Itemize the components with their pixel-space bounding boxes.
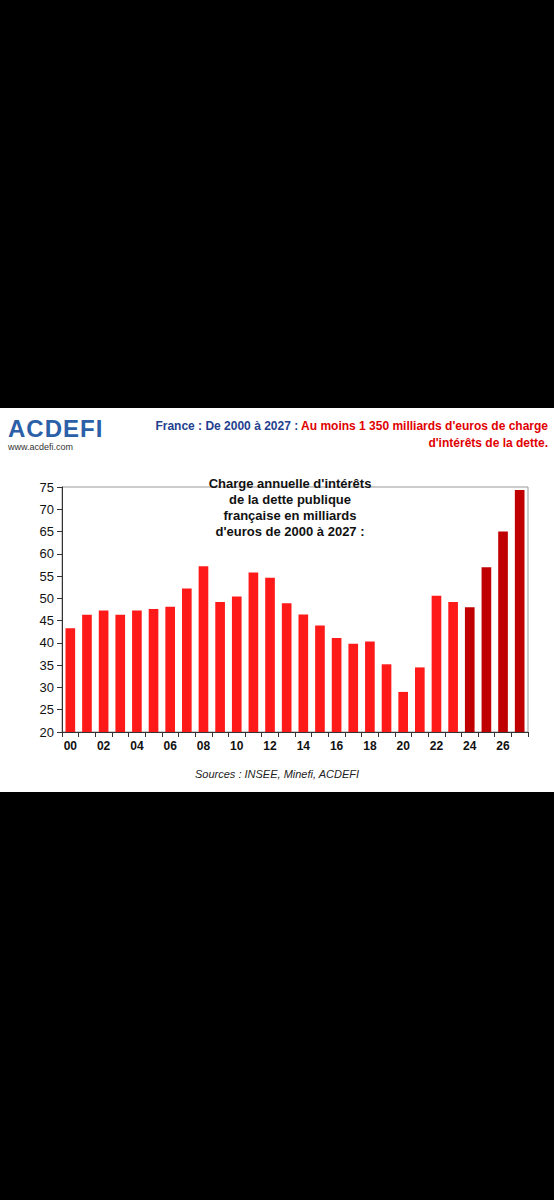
svg-text:22: 22: [430, 739, 444, 753]
html-text:France : De 2000 à 2027 : Au m: France : De 2000 à 2027 : Au moins 1 350…: [155, 419, 548, 450]
svg-text:de la dette publique: de la dette publique: [229, 492, 351, 507]
html-text:ACDEFI: ACDEFI: [8, 415, 104, 442]
svg-text:26: 26: [496, 739, 510, 753]
svg-text:16: 16: [330, 739, 344, 753]
svg-text:04: 04: [130, 739, 144, 753]
svg-text:10: 10: [230, 739, 244, 753]
svg-text:40: 40: [40, 635, 54, 650]
svg-text:70: 70: [40, 502, 54, 517]
svg-text:20: 20: [40, 725, 54, 740]
svg-text:30: 30: [40, 680, 54, 695]
svg-text:20: 20: [396, 739, 410, 753]
svg-text:24: 24: [463, 739, 477, 753]
svg-text:06: 06: [163, 739, 177, 753]
svg-text:55: 55: [40, 569, 54, 584]
svg-text:12: 12: [263, 739, 277, 753]
svg-text:Charge annuelle d'intérêts: Charge annuelle d'intérêts: [209, 476, 372, 491]
svg-text:35: 35: [40, 658, 54, 673]
svg-text:française en milliards: française en milliards: [224, 508, 357, 523]
svg-text:50: 50: [40, 591, 54, 606]
svg-text:65: 65: [40, 524, 54, 539]
svg-text:25: 25: [40, 702, 54, 717]
svg-text:75: 75: [40, 480, 54, 495]
svg-text:45: 45: [40, 613, 54, 628]
svg-text:02: 02: [97, 739, 111, 753]
svg-text:60: 60: [40, 546, 54, 561]
svg-text:14: 14: [297, 739, 311, 753]
html-text:Sources : INSEE, Minefi, ACDEF: Sources : INSEE, Minefi, ACDEFI: [195, 768, 359, 780]
svg-text:08: 08: [197, 739, 211, 753]
html-text:www.acdefi.com: www.acdefi.com: [8, 442, 73, 452]
svg-text:18: 18: [363, 739, 377, 753]
svg-text:d'euros de 2000 à 2027 :: d'euros de 2000 à 2027 :: [215, 524, 364, 539]
svg-text:00: 00: [64, 739, 78, 753]
